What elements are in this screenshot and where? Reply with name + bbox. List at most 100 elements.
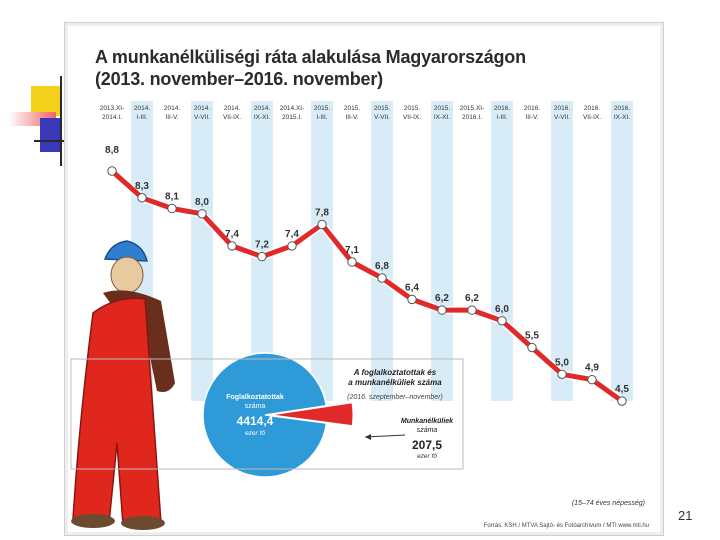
horizontal-line-decoration xyxy=(34,140,64,142)
source-credit: Forrás: KSH / MTVA Sajtó- és Fotóarchívu… xyxy=(483,523,649,529)
pie-employed-label: száma xyxy=(245,403,266,410)
x-tick-label-line2: 2014.I. xyxy=(102,114,122,121)
category-column xyxy=(551,101,573,401)
x-tick-label-line2: I-III. xyxy=(496,114,507,121)
x-tick-label-line1: 2015.XI- xyxy=(460,105,485,112)
data-label: 7,4 xyxy=(285,229,299,240)
x-tick-label-line1: 2014. xyxy=(224,105,240,112)
x-tick-label-line2: V-VII. xyxy=(374,114,390,121)
category-column xyxy=(311,101,333,401)
slide-number: 21 xyxy=(678,508,693,523)
x-tick-label-line1: 2015. xyxy=(314,105,330,112)
blue-square-decoration xyxy=(40,118,62,152)
x-tick-label-line1: 2014. xyxy=(254,105,270,112)
callout-arrowhead xyxy=(365,434,371,440)
pie-slice-employed xyxy=(202,352,328,478)
worker-boot-right xyxy=(121,516,165,530)
pie-slice-unemployed xyxy=(274,403,353,426)
x-tick-label-line1: 2015. xyxy=(404,105,420,112)
x-tick-label-line2: V-VII. xyxy=(554,114,570,121)
data-label: 8,8 xyxy=(105,145,119,156)
x-tick-label-line2: 2015.I. xyxy=(282,114,302,121)
data-point xyxy=(167,203,177,214)
helmet-icon xyxy=(103,240,148,262)
data-point xyxy=(197,209,207,219)
data-label: 8,3 xyxy=(135,181,149,192)
data-point xyxy=(347,257,357,267)
x-tick-label-line2: III-V. xyxy=(165,114,178,121)
worker-boot-left xyxy=(71,514,115,528)
series-line xyxy=(109,168,625,404)
pie-unemployed-label: Munkanélküliek xyxy=(401,418,454,425)
x-tick-label-line1: 2014. xyxy=(134,105,150,112)
data-point xyxy=(407,294,417,305)
data-point xyxy=(587,374,597,385)
data-point xyxy=(317,219,327,230)
x-tick-label-line2: VII-IX. xyxy=(403,114,421,121)
category-column xyxy=(191,101,213,401)
x-tick-label-line1: 2015. xyxy=(374,105,390,112)
x-tick-label-line1: 2016. xyxy=(584,105,600,112)
data-label: 8,0 xyxy=(195,197,209,208)
data-label: 6,2 xyxy=(465,293,479,304)
pie-unemployed-value: 207,5 xyxy=(412,438,442,452)
x-tick-label-line1: 2013.XI- xyxy=(100,105,125,112)
unemployment-chart: 2013.XI- 2014.I. 2014. I-III. 2014. III-V. 201… xyxy=(70,101,633,530)
data-label: 7,4 xyxy=(225,229,239,240)
worker-overalls xyxy=(72,297,162,526)
data-point xyxy=(377,273,387,283)
data-point xyxy=(527,342,537,353)
x-tick-label-line2: VII-IX. xyxy=(223,114,241,121)
x-tick-label-line2: V-VII. xyxy=(194,114,210,121)
callout-arrow xyxy=(364,434,406,438)
data-label: 6,2 xyxy=(435,293,449,304)
category-column xyxy=(251,101,273,401)
pie-period: (2016. szeptember–november) xyxy=(347,394,443,401)
data-label: 8,1 xyxy=(165,191,179,202)
x-tick-label-line2: 2016.I. xyxy=(462,114,482,121)
data-label: 6,4 xyxy=(405,282,419,293)
data-label: 6,8 xyxy=(375,261,389,272)
x-tick-label-line1: 2016. xyxy=(614,105,630,112)
population-note: (15–74 éves népesség) xyxy=(571,500,645,507)
data-label: 6,0 xyxy=(495,304,509,315)
data-label: 5,5 xyxy=(525,331,539,342)
x-tick-label-line2: III-V. xyxy=(525,114,538,121)
data-point xyxy=(137,193,147,203)
data-point xyxy=(467,305,477,315)
x-tick-label-line1: 2014. xyxy=(194,105,210,112)
x-tick-label-line1: 2016. xyxy=(494,105,510,112)
data-point xyxy=(437,305,447,315)
category-column xyxy=(491,101,513,401)
data-label: 7,8 xyxy=(315,208,329,219)
data-label: 4,9 xyxy=(585,363,599,374)
data-point xyxy=(257,251,267,262)
pie-unemployed-unit: ezer fő xyxy=(417,453,437,460)
x-tick-label-line1: 2016. xyxy=(524,105,540,112)
vertical-line-decoration xyxy=(60,76,62,166)
x-tick-label-line2: IX-XI. xyxy=(434,114,450,121)
yellow-square-decoration xyxy=(31,86,61,116)
category-column xyxy=(431,101,453,401)
data-point xyxy=(287,241,297,251)
data-point xyxy=(107,166,117,176)
data-point xyxy=(227,241,237,251)
worker-head xyxy=(110,256,144,294)
chart-subtitle: (2013. november–2016. november) xyxy=(95,69,383,89)
x-tick-label-line1: 2015. xyxy=(344,105,360,112)
chart-title: A munkanélküliségi ráta alakulása Magyar… xyxy=(95,47,526,67)
category-column xyxy=(611,101,633,401)
data-point xyxy=(497,316,507,326)
x-tick-label-line2: VII-IX. xyxy=(583,114,601,121)
pie-title-line1: A foglalkoztatottak és xyxy=(353,368,437,377)
pie-employed-unit: ezer fő xyxy=(245,430,265,437)
pie-frame xyxy=(70,358,464,470)
data-label: 7,1 xyxy=(345,245,359,256)
data-label: 4,5 xyxy=(615,384,629,395)
x-tick-label-line2: IX-XI. xyxy=(254,114,270,121)
pie-unemployed-label: száma xyxy=(417,427,438,434)
x-tick-label-line2: I-III. xyxy=(316,114,327,121)
x-tick-label-line1: 2014.XI- xyxy=(280,105,305,112)
x-tick-label-line2: I-III. xyxy=(136,114,147,121)
data-point xyxy=(617,396,627,406)
